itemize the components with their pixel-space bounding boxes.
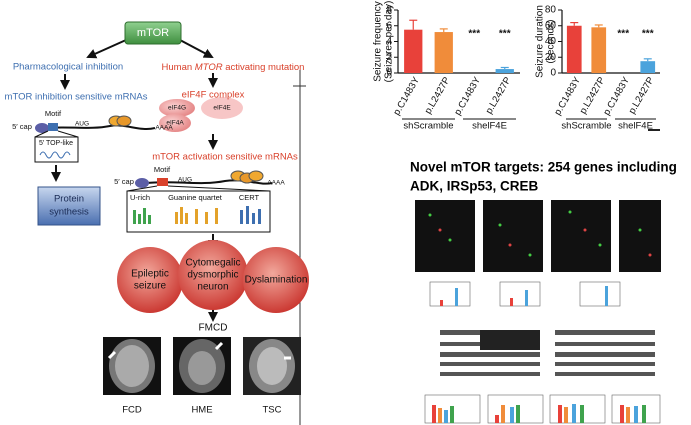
protein-shape: [159, 99, 195, 117]
motif-type: CERT: [239, 193, 260, 202]
group-label: shelF4E: [618, 121, 653, 132]
branch-label-part: activating mutation: [223, 62, 305, 73]
significance: ***: [642, 29, 654, 40]
x-tick-label: p.L2427P: [423, 75, 453, 116]
image-label: HME: [191, 405, 212, 416]
y-axis-label: Seizure frequency: [373, 1, 384, 82]
phenotype-circle: [178, 240, 248, 310]
group-label: shelF4E: [472, 121, 507, 132]
protein-box: [37, 186, 101, 226]
motif-type: 5′ TOP-like: [39, 140, 73, 147]
y-tick-label: 0: [386, 68, 392, 79]
cap-label: 5′ cap: [12, 122, 32, 131]
fmcd-label: FMCD: [199, 323, 228, 334]
branch-label-part: MTOR: [195, 62, 223, 73]
y-tick-label: 6: [386, 20, 392, 31]
y-tick-label: 60: [545, 20, 557, 31]
eif4f-label: eIF4F complex: [182, 90, 245, 101]
mrna-label: mTOR inhibition sensitive mRNAs: [5, 92, 148, 103]
y-axis-label: (Seizures per day): [384, 1, 395, 83]
y-tick-label: 8: [386, 5, 392, 16]
protein-shape: [201, 97, 243, 119]
y-tick-label: 0: [550, 68, 556, 79]
protein-name: eIF4A: [166, 120, 184, 127]
bar: [495, 69, 514, 73]
motif-label: Motif: [154, 165, 171, 174]
protein-label: synthesis: [49, 207, 89, 218]
bar: [434, 32, 453, 73]
figure-panel: [415, 200, 661, 424]
aug-label: AUG: [75, 121, 89, 128]
cap-label: 5′ cap: [114, 177, 134, 186]
motif-type: U-rich: [130, 193, 150, 202]
y-tick-label: 40: [545, 36, 557, 47]
y-axis-label: (seconds): [546, 20, 557, 64]
image-label: TSC: [263, 405, 282, 416]
protein-name: eIF4E: [213, 105, 231, 112]
phenotype-label: Cytomegalic: [185, 258, 240, 269]
mtor-label: mTOR: [137, 27, 169, 39]
mrna-label: mTOR activation sensitive mRNAs: [152, 152, 298, 163]
headline: ADK, IRSp53, CREB: [410, 179, 539, 194]
significance: ***: [468, 29, 480, 40]
y-tick-label: 80: [545, 5, 557, 16]
mrna-right: [126, 170, 273, 233]
x-tick-label: p.L2427P: [484, 75, 514, 116]
y-tick-label: 4: [386, 36, 392, 47]
phenotype-label: Dyslamination: [245, 275, 308, 286]
motif-type: Guanine quartet: [168, 193, 223, 202]
bar: [566, 25, 582, 73]
branch-label-part: Human: [162, 62, 195, 73]
bar: [591, 27, 607, 73]
mri-images: [103, 337, 301, 395]
aug-label: AUG: [178, 177, 192, 184]
bar: [640, 61, 656, 73]
mrna-left: [34, 115, 156, 163]
branch-label: Human MTOR activating mutation: [162, 62, 305, 73]
mtor-box: [124, 21, 182, 45]
y-axis-label: Seizure duration: [535, 5, 546, 78]
protein-shape: [159, 114, 191, 132]
branch-label: Pharmacological inhibition: [13, 62, 123, 73]
phenotype-circle: [243, 247, 309, 313]
y-tick-label: 2: [386, 52, 392, 63]
x-tick-label: p.C1483Y: [452, 75, 483, 118]
x-tick-label: p.C1483Y: [391, 75, 422, 118]
significance: ***: [499, 29, 511, 40]
phenotype-circle: [117, 247, 183, 313]
phenotype-label: dysmorphic: [187, 270, 238, 281]
y-tick-label: 20: [545, 52, 557, 63]
group-label: shScramble: [403, 121, 453, 132]
polya-label: AAAA: [267, 180, 285, 187]
group-label: shScramble: [561, 121, 611, 132]
bar: [404, 29, 423, 73]
motif-label: Motif: [45, 109, 62, 118]
phenotype-label: neuron: [197, 282, 228, 293]
significance: ***: [617, 29, 629, 40]
image-label: FCD: [122, 405, 142, 416]
protein-label: Protein: [54, 194, 84, 205]
protein-name: eIF4G: [168, 105, 186, 112]
phenotype-label: seizure: [134, 281, 167, 292]
polya-label: AAAA: [155, 125, 173, 132]
phenotype-label: Epileptic: [131, 269, 169, 280]
headline: Novel mTOR targets: 254 genes including: [410, 160, 677, 175]
